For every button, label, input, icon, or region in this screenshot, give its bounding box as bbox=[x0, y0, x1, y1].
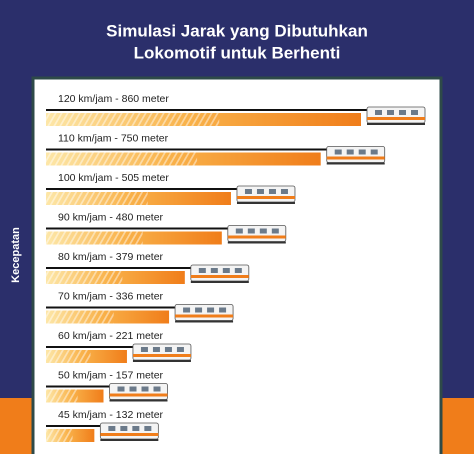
bar-stripes bbox=[46, 231, 143, 245]
train-window bbox=[280, 189, 288, 194]
train-stripe bbox=[109, 393, 168, 397]
train-window bbox=[370, 149, 378, 155]
train-window bbox=[183, 307, 191, 313]
train-window bbox=[164, 347, 172, 352]
bar-label: 100 km/jam - 505 meter bbox=[58, 172, 169, 184]
train-window bbox=[334, 149, 342, 155]
train-window bbox=[268, 189, 276, 194]
train-window bbox=[210, 268, 218, 273]
train-stripe bbox=[227, 235, 286, 239]
train-window bbox=[259, 228, 267, 234]
bar-label: 90 km/jam - 480 meter bbox=[58, 211, 164, 223]
bar-stripes bbox=[46, 350, 91, 363]
bar-stripes bbox=[46, 152, 198, 166]
train-window bbox=[387, 110, 394, 115]
train-window bbox=[153, 386, 161, 392]
train-window bbox=[244, 189, 252, 194]
train-window bbox=[198, 268, 206, 273]
train-window bbox=[144, 426, 152, 431]
train-window bbox=[399, 110, 406, 115]
train-window bbox=[411, 110, 418, 115]
bar-stripes bbox=[46, 310, 114, 324]
train-window bbox=[129, 386, 137, 392]
train-window bbox=[195, 307, 203, 313]
bar-label: 70 km/jam - 336 meter bbox=[58, 290, 164, 302]
bar-stripes bbox=[46, 389, 78, 403]
bar-label: 110 km/jam - 750 meter bbox=[58, 132, 169, 144]
train-window bbox=[176, 347, 184, 352]
train-stripe bbox=[100, 433, 159, 436]
train-stripe bbox=[190, 275, 249, 278]
train-window bbox=[222, 268, 230, 273]
train-stripe bbox=[367, 117, 425, 120]
train-window bbox=[256, 189, 264, 194]
train-window bbox=[271, 228, 279, 234]
train-window bbox=[141, 386, 149, 392]
train-window bbox=[219, 307, 227, 313]
train-window bbox=[247, 228, 255, 234]
chart-title: Simulasi Jarak yang Dibutuhkan bbox=[106, 21, 368, 40]
train-stripe bbox=[236, 196, 295, 199]
train-window bbox=[132, 426, 140, 431]
train-stripe bbox=[326, 156, 385, 160]
bar-stripes bbox=[46, 429, 73, 442]
train-window bbox=[358, 149, 366, 155]
train-window bbox=[234, 268, 242, 273]
axis-label: Kecepatan bbox=[10, 227, 22, 283]
train-window bbox=[108, 426, 116, 431]
train-window bbox=[235, 228, 243, 234]
train-window bbox=[152, 347, 160, 352]
train-stripe bbox=[132, 354, 191, 357]
train-window bbox=[207, 307, 215, 313]
bar-label: 50 km/jam - 157 meter bbox=[58, 369, 164, 381]
bar-stripes bbox=[46, 271, 123, 284]
train-window bbox=[346, 149, 354, 155]
bar-label: 80 km/jam - 379 meter bbox=[58, 251, 164, 263]
train-window bbox=[120, 426, 128, 431]
chart-title: Lokomotif untuk Berhenti bbox=[134, 43, 341, 62]
bar-stripes bbox=[46, 192, 148, 205]
bar-label: 60 km/jam - 221 meter bbox=[58, 330, 164, 342]
train-window bbox=[117, 386, 125, 392]
train-window bbox=[375, 110, 382, 115]
bar-stripes bbox=[46, 113, 220, 126]
bar-label: 120 km/jam - 860 meter bbox=[58, 93, 169, 105]
bar-label: 45 km/jam - 132 meter bbox=[58, 409, 164, 421]
train-stripe bbox=[175, 314, 234, 318]
train-window bbox=[140, 347, 148, 352]
